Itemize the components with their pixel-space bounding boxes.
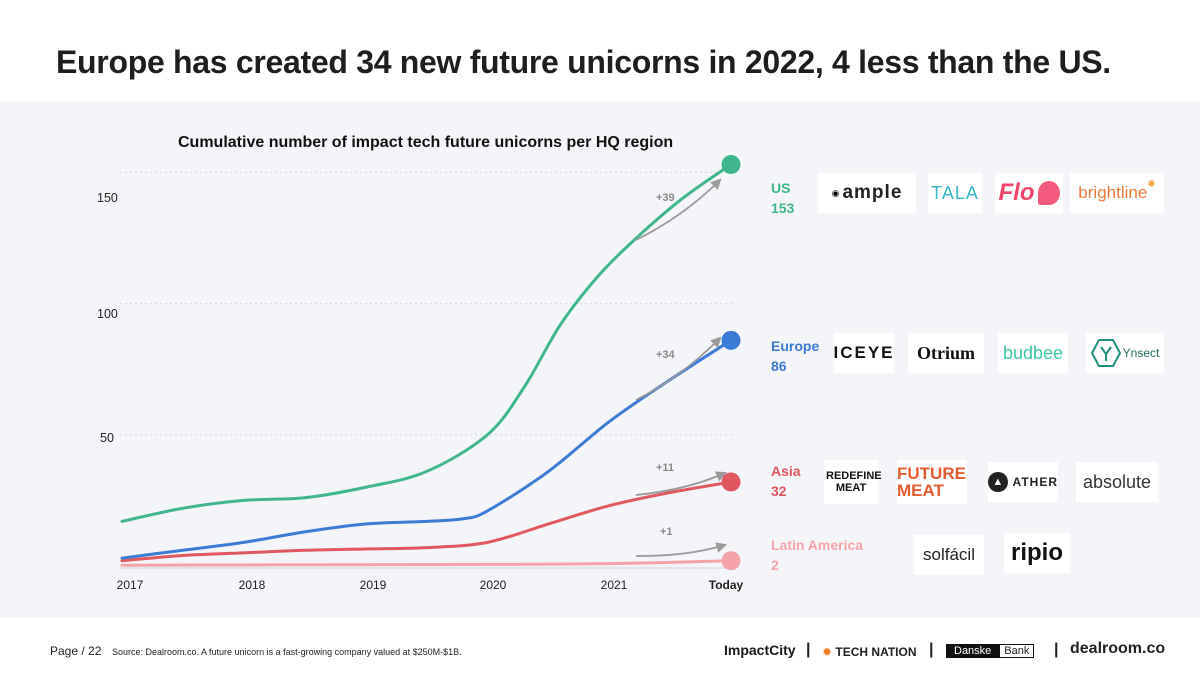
series-end-value: 86 [771, 358, 787, 374]
growth-arrow-europe [635, 336, 722, 401]
y-tick-label: 150 [97, 191, 118, 205]
chart-title: Cumulative number of impact tech future … [178, 134, 674, 151]
series-name: Asia [771, 463, 801, 479]
series-label-asia: Asia 32 [771, 461, 801, 501]
series-endpoint-asia [721, 472, 741, 492]
growth-arrow-asia [635, 471, 727, 496]
y-tick-label: 50 [100, 431, 114, 445]
logo-brightline: brightline ✺ [1070, 173, 1164, 213]
series-line-us [120, 162, 733, 523]
partner-label: TECH NATION [835, 645, 917, 659]
series-name: Latin America [771, 537, 864, 553]
partner-label: Danske [946, 644, 1000, 658]
increase-label-latam: +1 [660, 526, 673, 538]
series-endpoint-europe [721, 330, 741, 350]
logo-budbee: budbee [998, 333, 1068, 373]
separator: | [1054, 641, 1059, 658]
partner-tech-nation: ✹ TECH NATION [822, 645, 917, 659]
series-name: Europe [771, 338, 820, 354]
logo-text: absolute [1082, 471, 1152, 492]
series-label-europe: Europe 86 [771, 336, 819, 376]
series-end-value: 2 [771, 557, 779, 573]
x-tick-label: 2017 [116, 578, 144, 592]
increase-label-asia: +11 [656, 462, 675, 474]
logo-text: FUTURE MEAT [897, 464, 966, 500]
logo-future-meat: FUTURE MEAT [897, 460, 967, 504]
logo-text: budbee [1002, 342, 1064, 363]
increase-label-europe: +34 [656, 349, 675, 361]
increase-label-us: +39 [656, 192, 675, 204]
logo-text: ripio [1011, 539, 1063, 566]
partner-impactcity: ImpactCity [724, 642, 796, 658]
series-label-latam: Latin America 2 [771, 535, 863, 575]
logo-redefine-meat: REDEFINE MEAT [824, 460, 882, 504]
series-endpoint-us [721, 154, 741, 174]
series-line-asia [120, 480, 733, 563]
logo-text: Ynsect [1122, 346, 1160, 360]
x-tick-label: 2020 [479, 578, 507, 592]
series-end-value: 153 [771, 200, 795, 216]
growth-arrow-latam [635, 542, 728, 557]
logo-otrium: Otrium [908, 333, 984, 373]
logo-flo: Flo [995, 173, 1063, 213]
source-note: Source: Dealroom.co. A future unicorn is… [112, 647, 462, 657]
logo-solfacil: solfácil [914, 535, 984, 575]
ample-icon: ◉ [831, 187, 840, 198]
page-number: Page / 22 [50, 644, 102, 658]
growth-arrow-us [635, 178, 722, 241]
sun-icon: ✺ [1147, 178, 1156, 190]
page-title: Europe has created 34 new future unicorn… [56, 44, 1111, 80]
logo-text: Flo [998, 179, 1035, 206]
logo-text: brightline [1078, 183, 1148, 202]
logo-text: ATHER [1012, 475, 1058, 489]
flo-drop-icon [1037, 181, 1060, 205]
ynsect-hexagon-icon [1090, 339, 1121, 367]
logo-ather: ▲ ATHER [988, 462, 1058, 502]
logo-tala: TALA [928, 173, 982, 213]
partner-danske-bank: Danske Bank [946, 644, 1035, 658]
logo-text: ample [842, 182, 903, 203]
logo-ynsect: Ynsect [1086, 333, 1164, 373]
separator: | [929, 641, 934, 658]
x-tick-label: 2018 [238, 578, 266, 592]
logo-text: REDEFINE MEAT [826, 470, 882, 494]
ather-triangle-icon: ▲ [988, 472, 1008, 492]
x-tick-label: Today [708, 578, 744, 592]
series-name: US [771, 180, 791, 196]
series-line-latam [120, 559, 733, 567]
series-endpoint-latam [721, 551, 741, 571]
logo-text: ICEYE [833, 343, 895, 362]
logo-text: solfácil [923, 545, 975, 564]
logo-absolute: absolute [1076, 462, 1158, 502]
partner-label: Bank [999, 644, 1035, 658]
separator: | [806, 641, 811, 658]
y-tick-label: 100 [97, 307, 118, 321]
x-tick-label: 2019 [359, 578, 387, 592]
x-tick-label: 2021 [600, 578, 628, 592]
logo-text: TALA [931, 182, 979, 203]
series-line-europe [120, 338, 733, 560]
series-end-value: 32 [771, 483, 787, 499]
logo-iceye: ICEYE [833, 333, 895, 373]
partner-dealroom: dealroom.co [1070, 640, 1166, 657]
logo-ample: ◉ ample [818, 173, 916, 213]
logo-text: Otrium [917, 342, 975, 363]
logo-ripio: ripio [1004, 533, 1070, 573]
series-label-us: US 153 [771, 178, 794, 218]
tech-nation-sun-icon: ✹ [822, 645, 833, 659]
